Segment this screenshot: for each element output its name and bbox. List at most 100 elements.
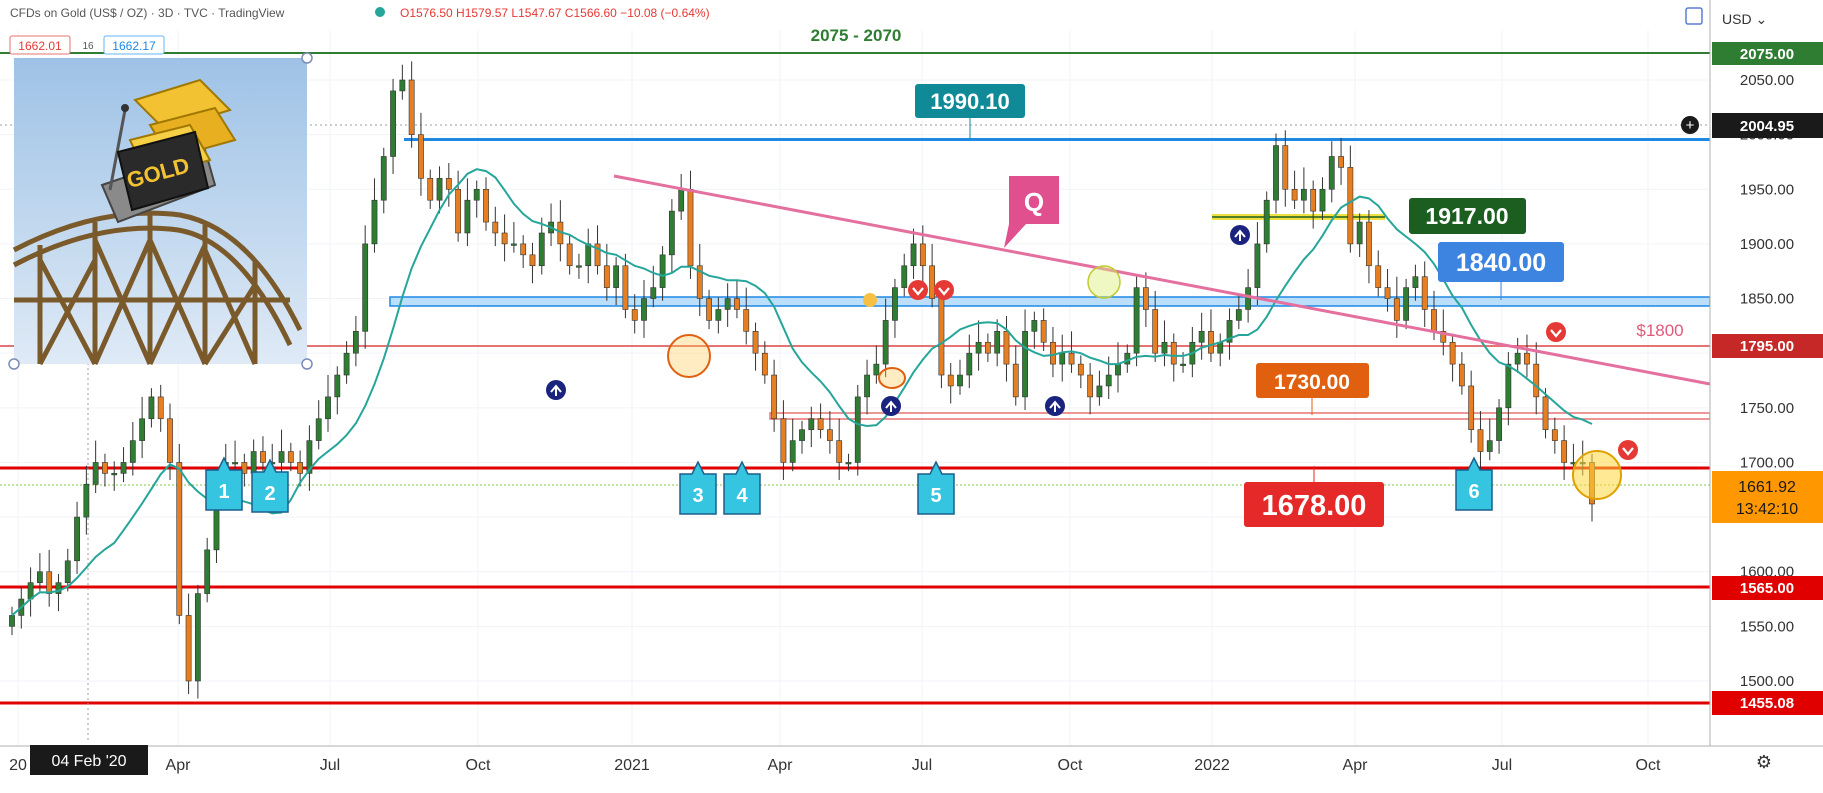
x-tick-label: 20: [9, 757, 27, 774]
candle-body: [780, 418, 787, 463]
axis-label-1565: [1712, 576, 1823, 600]
axis-label-1795-text: 1795.00: [1740, 338, 1794, 355]
x-tick-label: Apr: [166, 757, 192, 774]
header-symbol[interactable]: CFDs on Gold (US$ / OZ) · 3D · TVC · Tra…: [10, 6, 285, 20]
chevron-down-glyph: [938, 287, 950, 296]
candle-body: [1449, 341, 1456, 365]
candle-body: [194, 593, 201, 682]
candle-body: [873, 363, 880, 376]
candle-body: [46, 571, 53, 594]
candle-body: [808, 418, 815, 430]
axis-label-1455: [1712, 691, 1823, 715]
settings-square-icon[interactable]: [1685, 7, 1703, 25]
candle-body: [334, 374, 341, 398]
candle-body: [1375, 265, 1382, 288]
candle-body: [678, 188, 685, 212]
candle-body: [1468, 385, 1475, 430]
candle-body: [111, 473, 118, 476]
arrow-up-glyph: [1234, 229, 1246, 241]
candle-body: [1431, 309, 1437, 332]
candle-body: [64, 560, 71, 583]
chevron-down-glyph: [1550, 329, 1562, 338]
header-bar: [0, 0, 1710, 24]
candle-body: [910, 243, 917, 267]
y-tick-label: 1750.00: [1740, 400, 1794, 417]
candle-body: [1384, 287, 1391, 299]
candle-body: [139, 418, 146, 441]
x-tick-label: Jul: [320, 757, 340, 774]
candle-body: [1124, 352, 1131, 365]
candle-body: [483, 188, 489, 223]
x-tick-label: 2021: [614, 757, 650, 774]
x-tick-label: Oct: [466, 757, 491, 774]
candle-body: [260, 451, 266, 463]
candle-body: [1152, 309, 1159, 354]
x-tick-label: Apr: [768, 757, 794, 774]
candle-body: [529, 254, 536, 267]
candle-body: [371, 199, 378, 245]
candle-body: [55, 582, 62, 594]
candle-body: [1254, 243, 1261, 288]
candle-body: [1180, 363, 1186, 366]
label-1990: 1990.10: [915, 84, 1025, 139]
gear-icon[interactable]: ⚙: [1756, 752, 1772, 772]
candle-body: [622, 265, 629, 310]
axis-label-1795: [1712, 334, 1823, 358]
countdown-text: 13:42:10: [1736, 501, 1798, 518]
candle-body: [362, 243, 369, 332]
candle-body: [938, 298, 945, 376]
candle-body: [799, 429, 805, 441]
candle-body: [715, 309, 722, 321]
candle-body: [1477, 429, 1484, 452]
candle-body: [836, 440, 843, 463]
candle-body: [287, 451, 294, 463]
y-tick-label: 2050.00: [1740, 72, 1794, 89]
candle-body: [520, 243, 527, 256]
candle-body: [994, 331, 1001, 354]
candle-body: [1496, 407, 1502, 441]
buy-button[interactable]: [103, 35, 165, 55]
candle-body: [1524, 352, 1530, 365]
axis-label-1565-text: 1565.00: [1740, 580, 1794, 597]
candle-body: [464, 199, 471, 234]
candle-body: [176, 462, 183, 616]
candle-body: [1208, 331, 1214, 354]
annotation-2075-2070: 2075 - 2070: [811, 26, 902, 45]
candle-body: [167, 418, 173, 463]
spread-value: 16: [82, 41, 94, 52]
label-1730: 1730.00: [1256, 363, 1369, 415]
currency-selector[interactable]: USD ⌄: [1722, 11, 1767, 27]
moving-average-line: [11, 168, 1593, 617]
axis-label-crosshair-text: 2004.95: [1740, 118, 1794, 135]
label-1917-text: 1917.00: [1425, 203, 1508, 229]
x-tick-label: Oct: [1636, 757, 1661, 774]
candle-body: [1542, 396, 1549, 430]
label-q-text: Q: [1024, 187, 1044, 217]
candle-body: [882, 320, 889, 365]
candle-body: [325, 396, 331, 420]
candle-body: [343, 352, 350, 376]
candle-body: [1096, 385, 1103, 398]
candle-body: [1338, 156, 1344, 168]
candle-body: [315, 418, 322, 441]
add-alert-icon[interactable]: [1681, 116, 1699, 134]
sell-button[interactable]: [9, 35, 71, 55]
time-axis[interactable]: [0, 746, 1710, 788]
candle-body: [1273, 145, 1279, 201]
candle-body: [566, 243, 573, 267]
candle-body: [1245, 287, 1252, 310]
candle-body: [1068, 352, 1075, 365]
candle-body: [659, 254, 666, 288]
candle-body: [36, 571, 43, 583]
candle-body: [1003, 331, 1010, 365]
y-tick-label: 1950.00: [1740, 181, 1794, 198]
label-1678-text: 1678.00: [1262, 490, 1367, 522]
candle-body: [1421, 276, 1428, 310]
small-dot-1: [863, 293, 877, 307]
gold-thumbnail: GOLD: [8, 52, 313, 370]
candle-body: [510, 243, 517, 246]
candle-body: [585, 243, 592, 267]
label-1840-text: 1840.00: [1456, 249, 1546, 277]
